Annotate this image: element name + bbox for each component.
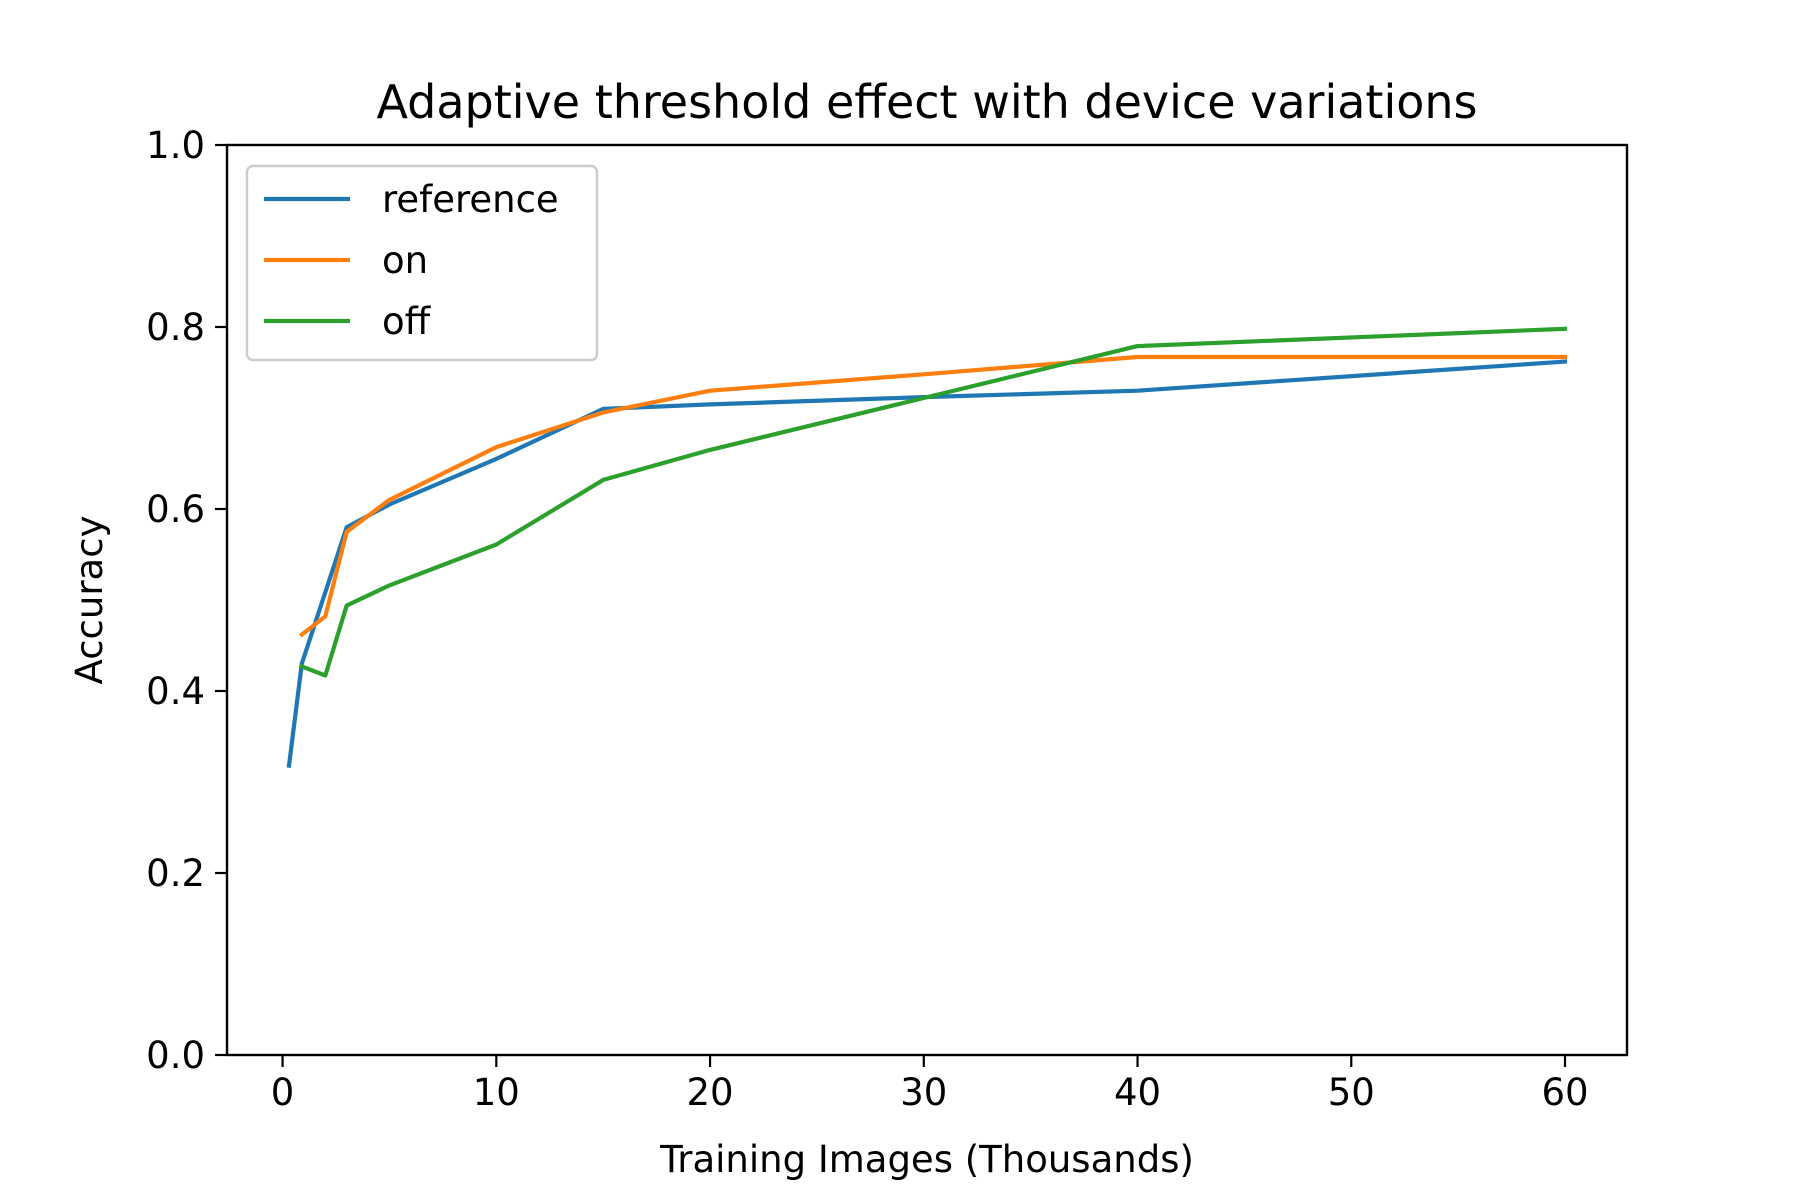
legend-box <box>245 164 599 362</box>
y-tick-label: 0.4 <box>146 670 205 713</box>
legend-label-off: off <box>382 300 432 343</box>
y-tick-label: 0.6 <box>146 488 205 531</box>
x-tick-label: 30 <box>900 1071 947 1114</box>
x-axis-ticks: 0 10 20 30 40 50 60 <box>271 1055 1589 1114</box>
y-axis-ticks: 0.0 0.2 0.4 0.6 0.8 1.0 <box>146 124 227 1077</box>
series-lines <box>286 326 1568 768</box>
y-tick-label: 0.8 <box>146 306 205 349</box>
x-tick-label: 0 <box>271 1071 295 1114</box>
series-line-on <box>298 354 1568 638</box>
x-tick-label: 40 <box>1114 1071 1161 1114</box>
y-axis-label: Accuracy <box>68 516 111 685</box>
x-tick-label: 20 <box>687 1071 734 1114</box>
chart-title: Adaptive threshold effect with device va… <box>376 75 1477 129</box>
x-tick-label: 10 <box>473 1071 520 1114</box>
x-tick-label: 50 <box>1328 1071 1375 1114</box>
series-line-off <box>299 326 1568 678</box>
legend: reference on off <box>245 164 599 362</box>
legend-label-reference: reference <box>382 178 559 221</box>
y-tick-label: 0.0 <box>146 1034 205 1077</box>
plot-area: 0 10 20 30 40 50 60 0.0 0.2 0.4 0.6 0.8 1.0 <box>146 124 1629 1114</box>
x-tick-label: 60 <box>1541 1071 1588 1114</box>
y-tick-label: 1.0 <box>146 124 205 167</box>
legend-label-on: on <box>382 239 428 282</box>
x-axis-label: Training Images (Thousands) <box>659 1138 1194 1181</box>
legend-entries: reference on off <box>264 178 559 343</box>
plot-frame <box>225 143 1629 1057</box>
y-tick-label: 0.2 <box>146 852 205 895</box>
series-line-reference <box>286 359 1568 768</box>
